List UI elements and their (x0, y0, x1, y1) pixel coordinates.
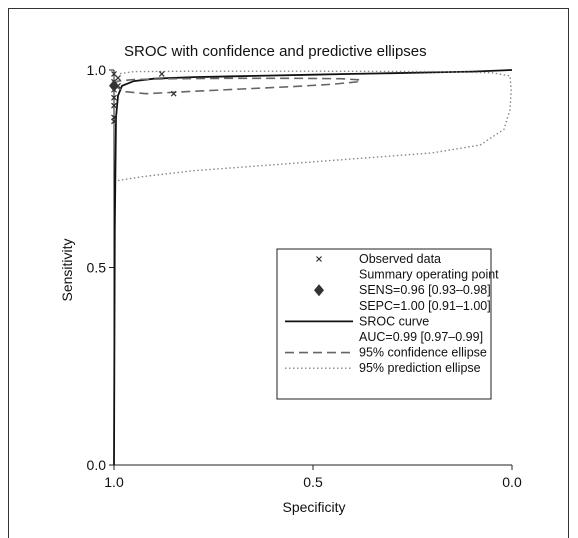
x-tick-label: 0.5 (303, 474, 323, 490)
observed-data-point (170, 90, 177, 97)
legend-label: Summary operating point (359, 268, 499, 282)
legend-label: SENS=0.96 [0.93–0.98] (359, 283, 491, 297)
x-tick-label: 1.0 (104, 474, 124, 490)
legend: Observed data Summary operating pointSENS… (276, 248, 499, 400)
sroc-curve (113, 69, 513, 466)
confidence-ellipse (113, 77, 364, 95)
observed-data-point (111, 71, 117, 77)
x-tick-label: 0.0 (502, 474, 522, 490)
y-tick-label: 0.5 (87, 260, 107, 276)
observed-data-point (158, 71, 165, 77)
curves (113, 69, 513, 466)
x-axis-label: Specificity (282, 499, 345, 515)
legend-label: 95% prediction ellipse (359, 361, 481, 375)
legend-label: SEPC=1.00 [0.91–1.00] (359, 299, 491, 313)
observed-data-point (111, 102, 117, 109)
legend-label: AUC=0.99 [0.97–0.99] (359, 330, 483, 344)
legend-box (276, 248, 492, 400)
observed-data-point (111, 118, 117, 125)
chart-title: SROC with confidence and predictive elli… (124, 43, 427, 60)
legend-observed-marker (316, 256, 322, 262)
legend-label: 95% confidence ellipse (359, 346, 487, 360)
legend-label: Observed data (359, 252, 441, 266)
prediction-ellipse (117, 70, 512, 182)
points (109, 71, 177, 125)
figure-frame (8, 8, 569, 538)
y-axis-label: Sensitivity (59, 238, 75, 301)
y-tick-label: 0.0 (87, 457, 107, 473)
legend-diamond-marker (314, 284, 324, 297)
axes: 0.0 0.5 1.0 1.0 0.5 0.0 (87, 62, 522, 490)
legend-label: SROC curve (359, 314, 429, 328)
observed-data-point (111, 94, 117, 101)
summary-operating-point (109, 79, 119, 92)
y-tick-label: 1.0 (87, 62, 107, 78)
